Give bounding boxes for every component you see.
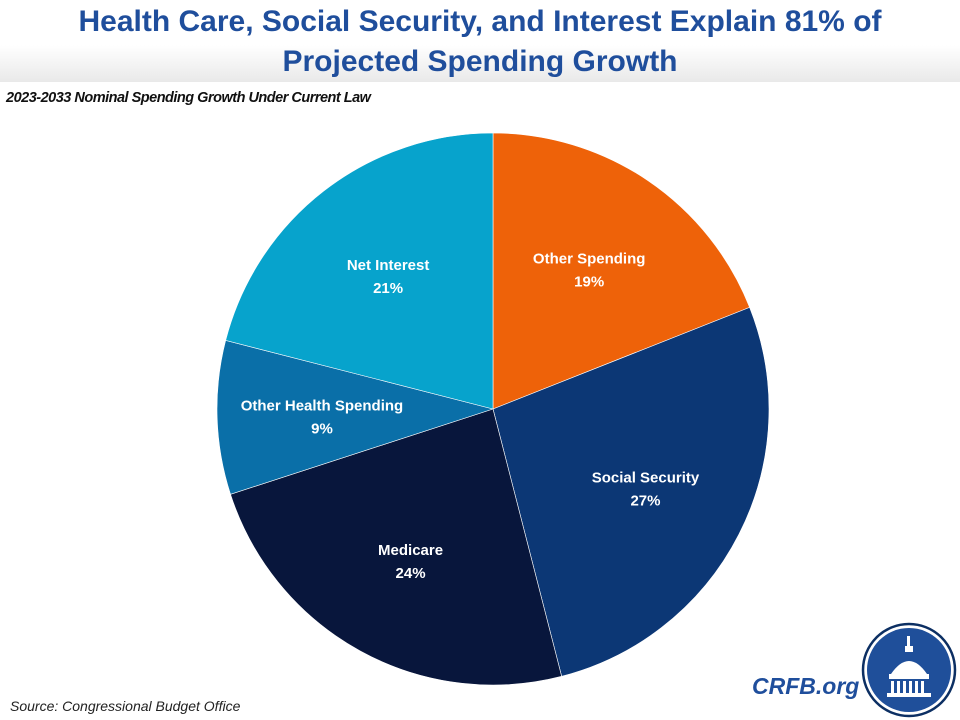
- capitol-dome-icon: [861, 622, 957, 718]
- pie-slice-medicare: [230, 408, 563, 686]
- pie-slice-other-health-spending: [216, 339, 495, 495]
- slice-value-other-spending: 19%: [574, 273, 604, 290]
- slice-value-net-interest: 21%: [373, 280, 403, 297]
- source-note: Source: Congressional Budget Office: [10, 698, 241, 714]
- slice-label-medicare: Medicare: [378, 542, 443, 559]
- slice-value-medicare: 24%: [396, 565, 426, 582]
- pie-slice-social-security: [492, 307, 770, 677]
- brand-link[interactable]: CRFB.org: [752, 673, 860, 699]
- slice-label-net-interest: Net Interest: [347, 257, 430, 274]
- pie-slice-net-interest: [225, 132, 494, 410]
- slice-value-other-health-spending: 9%: [311, 420, 333, 437]
- chart-title-line-2: Projected Spending Growth: [282, 45, 678, 78]
- chart-subtitle: 2023-2033 Nominal Spending Growth Under …: [6, 90, 371, 106]
- pie-slice-other-spending: [492, 132, 751, 410]
- slice-label-other-spending: Other Spending: [533, 250, 646, 267]
- chart-title-line-1: Health Care, Social Security, and Intere…: [78, 5, 882, 38]
- slice-label-other-health-spending: Other Health Spending: [241, 397, 404, 414]
- slice-value-social-security: 27%: [630, 493, 660, 510]
- slice-label-social-security: Social Security: [592, 470, 700, 487]
- title-banner: Health Care, Social Security, and Intere…: [0, 0, 960, 82]
- chart-title: Health Care, Social Security, and Intere…: [0, 2, 960, 82]
